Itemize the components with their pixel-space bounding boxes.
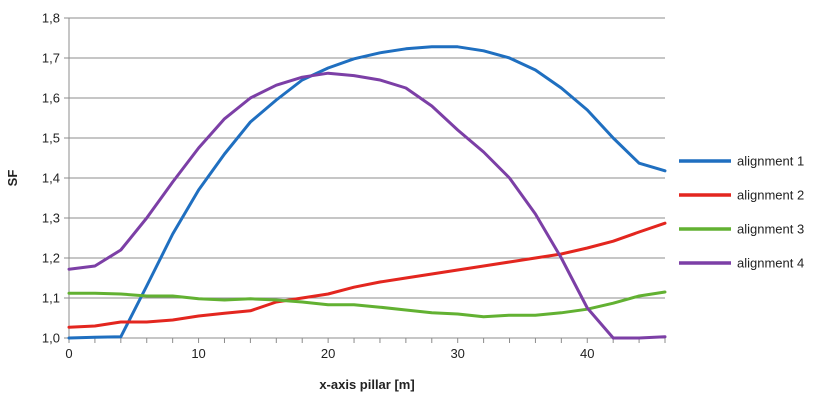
- y-tick-label: 1,6: [42, 91, 60, 106]
- y-tick-label: 1,5: [42, 131, 60, 146]
- series-lines: [67, 45, 667, 340]
- legend: alignment 1 alignment 2 alignment 3 alignme…: [679, 154, 804, 271]
- x-tick-label: 30: [450, 346, 464, 361]
- x-tick-label: 40: [580, 346, 594, 361]
- x-tick-label: 0: [65, 346, 72, 361]
- y-tick-label: 1,7: [42, 51, 60, 66]
- legend-label: alignment 3: [737, 222, 804, 237]
- series-line-alignment-4: [67, 71, 667, 340]
- y-tick-label: 1,8: [42, 11, 60, 26]
- legend-label: alignment 1: [737, 154, 804, 169]
- gridlines: [69, 17, 665, 299]
- y-tick-label: 1,3: [42, 211, 60, 226]
- x-tick-labels: 0 10 20 30 40: [65, 346, 594, 361]
- y-tick-label: 1,0: [42, 331, 60, 346]
- axes: [64, 17, 666, 343]
- x-tick-label: 10: [191, 346, 205, 361]
- x-tick-label: 20: [321, 346, 335, 361]
- y-tick-label: 1,4: [42, 171, 60, 186]
- series-line-alignment-3: [67, 290, 667, 319]
- y-tick-label: 1,2: [42, 251, 60, 266]
- y-tick-labels: 1,0 1,1 1,2 1,3 1,4 1,5 1,6 1,7 1,8: [42, 11, 60, 346]
- series-line-alignment-1: [67, 45, 667, 340]
- legend-label: alignment 2: [737, 188, 804, 203]
- y-axis-title: SF: [5, 170, 20, 187]
- series-line-alignment-2: [67, 221, 667, 329]
- y-tick-label: 1,1: [42, 291, 60, 306]
- legend-label: alignment 4: [737, 256, 804, 271]
- x-axis-title: x-axis pillar [m]: [319, 377, 414, 392]
